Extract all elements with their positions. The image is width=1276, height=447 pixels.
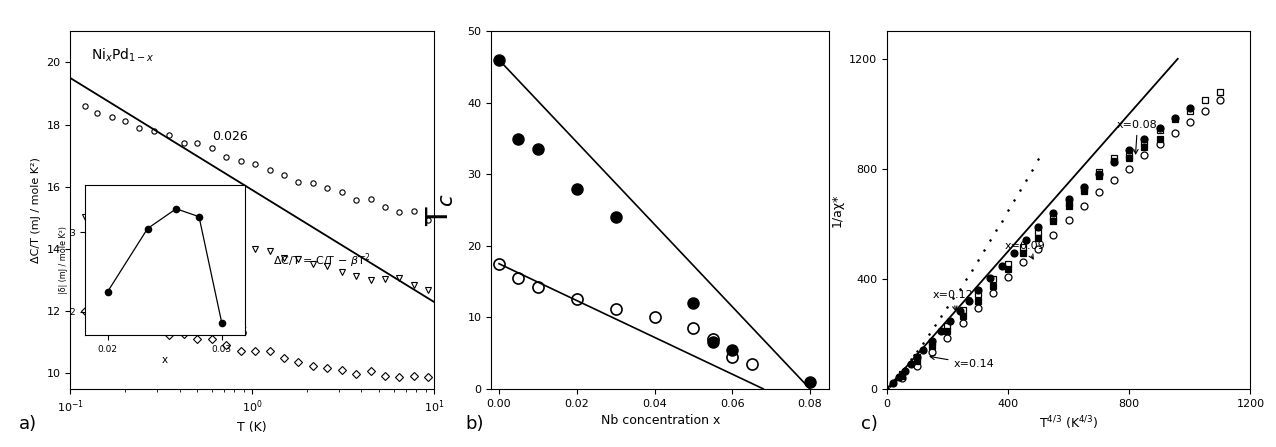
Y-axis label: 1/aχ*: 1/aχ* — [831, 194, 843, 227]
Y-axis label: ΔC/T (mJ / mole K²): ΔC/T (mJ / mole K²) — [31, 157, 41, 263]
Text: 0.05: 0.05 — [212, 220, 240, 233]
Y-axis label: T$_c$: T$_c$ — [425, 194, 457, 226]
X-axis label: T$^{4/3}$ (K$^{4/3}$): T$^{4/3}$ (K$^{4/3}$) — [1039, 414, 1099, 432]
Text: x=0.08: x=0.08 — [1118, 120, 1157, 154]
Text: x=0.09: x=0.09 — [1005, 241, 1046, 259]
Text: 0.026: 0.026 — [212, 130, 248, 143]
Text: c): c) — [861, 415, 878, 433]
Text: b): b) — [466, 415, 484, 433]
Text: x=0.14: x=0.14 — [930, 355, 994, 369]
X-axis label: T (K): T (K) — [237, 421, 267, 434]
Text: 0.005: 0.005 — [212, 326, 248, 339]
X-axis label: Nb concentration x: Nb concentration x — [601, 414, 720, 427]
Text: a): a) — [19, 415, 37, 433]
Text: x=0.12: x=0.12 — [933, 291, 974, 311]
Text: $\Delta$C/T = C/T $-$ $\beta$T$^2$: $\Delta$C/T = C/T $-$ $\beta$T$^2$ — [273, 251, 370, 270]
Text: Ni$_x$Pd$_{1-x}$: Ni$_x$Pd$_{1-x}$ — [91, 46, 154, 63]
